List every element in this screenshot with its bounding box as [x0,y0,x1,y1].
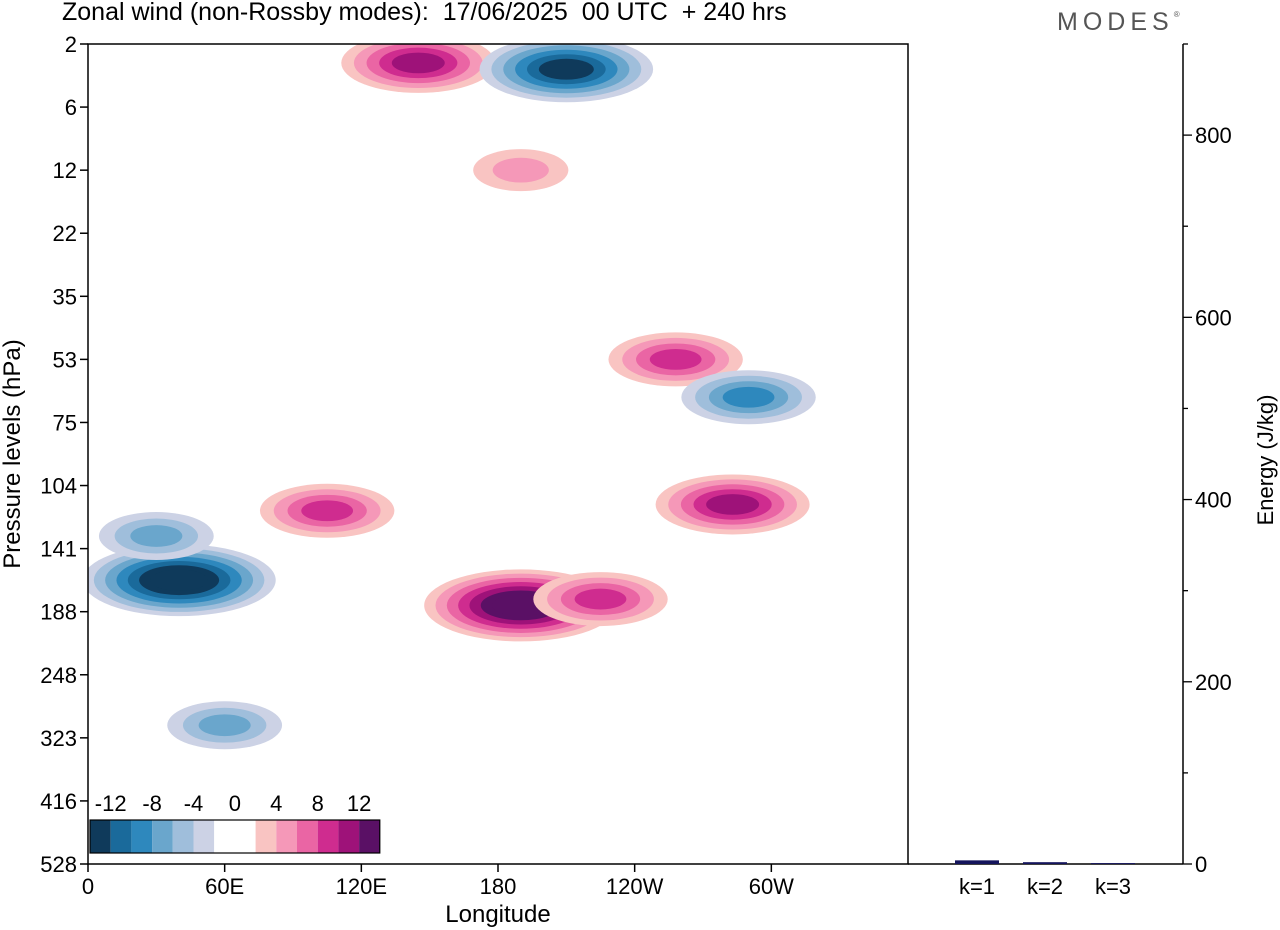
y-tick-label: 53 [53,347,77,372]
y-tick-label: 35 [53,284,77,309]
colorbar-swatch [110,820,132,853]
y-tick-label: 248 [40,663,77,688]
y-tick-label: 416 [40,789,77,814]
y-tick-label: 75 [53,410,77,435]
colorbar-swatch [276,820,297,853]
easterly-anomaly [167,701,283,750]
energy-tick-label: 400 [1195,488,1232,513]
colorbar-swatch [172,820,194,853]
contour-field [88,44,816,750]
y-tick-label: 12 [53,158,77,183]
colorbar-swatch [359,820,380,853]
energy-bar [955,860,999,864]
energy-category-label: k=2 [1027,874,1063,899]
y-axis: 2 6 12 22 35 53 75 104 141 188 248 323 416 528 [40,32,88,877]
energy-category-label: k=3 [1095,874,1131,899]
colorbar-swatch [214,820,235,853]
y-axis-label: Pressure levels (hPa) [0,339,26,568]
x-tick-label: 0 [82,874,94,899]
colorbar-swatch [90,820,111,853]
x-tick-label: 60W [749,874,794,899]
colorbar-swatch [297,820,318,853]
energy-tick-label: 200 [1195,670,1232,695]
westerly-anomaly [608,332,743,387]
contour-band [649,348,702,370]
y-tick-label: 323 [40,726,77,751]
westerly-anomaly [259,483,395,538]
colorbar-swatch [193,820,215,853]
colorbar-tick-label: -12 [95,791,127,816]
colorbar-tick-label: 12 [347,791,371,816]
colorbar: -12 -8 -4 0 4 8 12 [89,791,381,854]
title: Zonal wind (non-Rossby modes): 17/06/202… [62,0,787,26]
westerly-anomaly [341,44,496,93]
colorbar-swatch [152,820,173,853]
contour-band [706,494,760,515]
easterly-anomaly [479,44,654,103]
energy-tick-label: 0 [1195,852,1207,877]
energy-y-axis: 0 200 400 600 800 [1183,43,1232,877]
contour-band [492,157,549,183]
contour-band [150,569,208,591]
colorbar-swatch [255,820,277,853]
colorbar-swatch [317,820,339,853]
y-tick-label: 141 [40,537,77,562]
colorbar-tick-label: 8 [312,791,324,816]
contour-band [391,52,445,74]
y-tick-label: 528 [40,852,77,877]
contour-band [538,58,594,80]
easterly-anomaly [681,370,816,425]
modes-logo: MODES® [1057,8,1180,37]
logo-text: MODES [1057,8,1174,36]
y-tick-label: 2 [65,32,77,57]
westerly-anomaly [473,149,569,192]
colorbar-swatch [131,820,153,853]
colorbar-tick-label: 0 [229,791,241,816]
energy-bars: k=1 k=2 k=3 [955,860,1135,899]
easterly-anomaly [98,512,214,560]
energy-category-label: k=1 [959,874,995,899]
colorbar-swatch [338,820,360,853]
energy-axis-label: Energy (J/kg) [1253,395,1278,526]
x-axis-label: Longitude [445,901,550,928]
colorbar-tick-label: -4 [184,791,204,816]
y-tick-label: 6 [65,95,77,120]
colorbar-swatch [234,820,256,853]
y-tick-label: 22 [53,221,77,246]
energy-tick-label: 800 [1195,123,1232,148]
easterly-anomaly [88,544,276,617]
contour-band [130,525,183,547]
x-tick-label: 60E [205,874,244,899]
westerly-anomaly [533,572,668,627]
contour-band [574,588,627,610]
colorbar-tick-label: 4 [270,791,282,816]
x-axis: 0 60E 120E 180 120W 60W [82,864,794,899]
westerly-anomaly [655,474,810,535]
x-tick-label: 120E [336,874,387,899]
x-tick-label: 120W [606,874,664,899]
energy-bar [1091,863,1135,864]
contour-band [722,386,775,408]
y-tick-label: 188 [40,600,77,625]
registered-mark-icon: ® [1173,10,1180,19]
energy-tick-label: 600 [1195,305,1232,330]
contour-band [198,714,251,737]
y-tick-label: 104 [40,474,77,499]
energy-bar [1023,862,1067,864]
x-tick-label: 180 [480,874,517,899]
colorbar-tick-label: -8 [142,791,162,816]
colorbar-frame [89,819,381,854]
contour-band [301,500,354,522]
